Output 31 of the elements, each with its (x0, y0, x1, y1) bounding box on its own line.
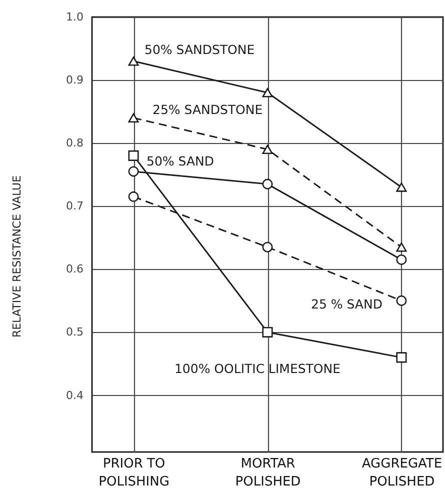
y-tick-label: 0.5 (66, 326, 84, 339)
series-label: 50% SAND (146, 153, 214, 168)
y-tick-label: 1.0 (66, 10, 84, 24)
point (396, 352, 407, 363)
point (262, 144, 273, 154)
x-tick-label: MORTAR POLISHED (235, 456, 301, 490)
series-label: 50% SANDSTONE (144, 42, 255, 58)
y-tick-label: 0.7 (66, 200, 84, 213)
point (262, 178, 273, 190)
series-label: 25% SANDSTONE (152, 102, 263, 117)
point (396, 254, 407, 265)
y-tick-label: 0.6 (66, 262, 84, 276)
series-label: 25 % SAND (311, 296, 382, 312)
point (262, 88, 273, 98)
y-tick-label: 0.9 (66, 74, 84, 87)
series-label: 100% OOLITIC LIMESTONE (174, 361, 341, 376)
point (128, 56, 139, 66)
point (262, 326, 273, 338)
x-tick-label: PRIOR TO POLISHING (98, 456, 170, 490)
y-tick-label: 0.4 (66, 388, 84, 402)
point (128, 150, 139, 161)
point (128, 191, 139, 202)
point (396, 182, 407, 192)
y-axis-title: RELATIVE RESISTANCE VALUE (10, 175, 24, 338)
point (396, 295, 407, 306)
y-tick-label: 0.8 (66, 136, 84, 150)
point (262, 242, 273, 252)
point (128, 113, 139, 123)
point (128, 166, 139, 177)
point (396, 242, 407, 252)
x-tick-label: AGGREGATE POLISHED (362, 456, 442, 490)
